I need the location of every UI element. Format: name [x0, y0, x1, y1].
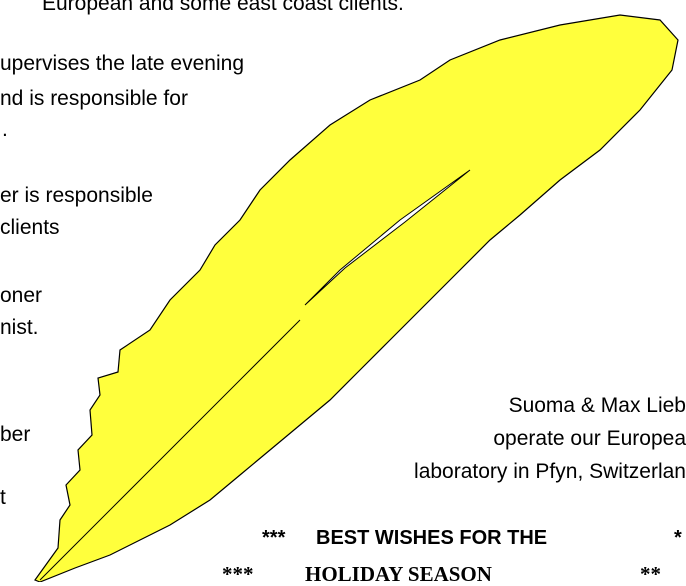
text-line: clients: [0, 216, 60, 240]
text-line: er is responsible: [0, 184, 153, 208]
text-line: t: [0, 486, 6, 510]
text-line: nd is responsible for: [0, 87, 188, 111]
text-line: European and some east coast clients.: [42, 0, 404, 16]
banner-stars: ***: [222, 562, 254, 586]
banner-text: BEST WISHES FOR THE: [316, 526, 547, 550]
right-text-line: Suoma & Max Lieb: [509, 394, 686, 418]
right-text-line: operate our Europea: [493, 427, 686, 451]
text-line: ber: [0, 423, 30, 447]
text-line: nist.: [0, 316, 39, 340]
banner-stars: **: [640, 562, 661, 586]
text-line: upervises the late evening: [0, 52, 244, 76]
text-line: .: [2, 118, 8, 142]
banner-text: HOLIDAY SEASON: [305, 562, 492, 586]
right-text-line: laboratory in Pfyn, Switzerlan: [414, 460, 686, 484]
banner-stars: *: [674, 526, 682, 550]
banner-stars: ***: [262, 526, 285, 550]
text-line: oner: [0, 284, 42, 308]
page: European and some east coast clients. up…: [0, 0, 686, 582]
